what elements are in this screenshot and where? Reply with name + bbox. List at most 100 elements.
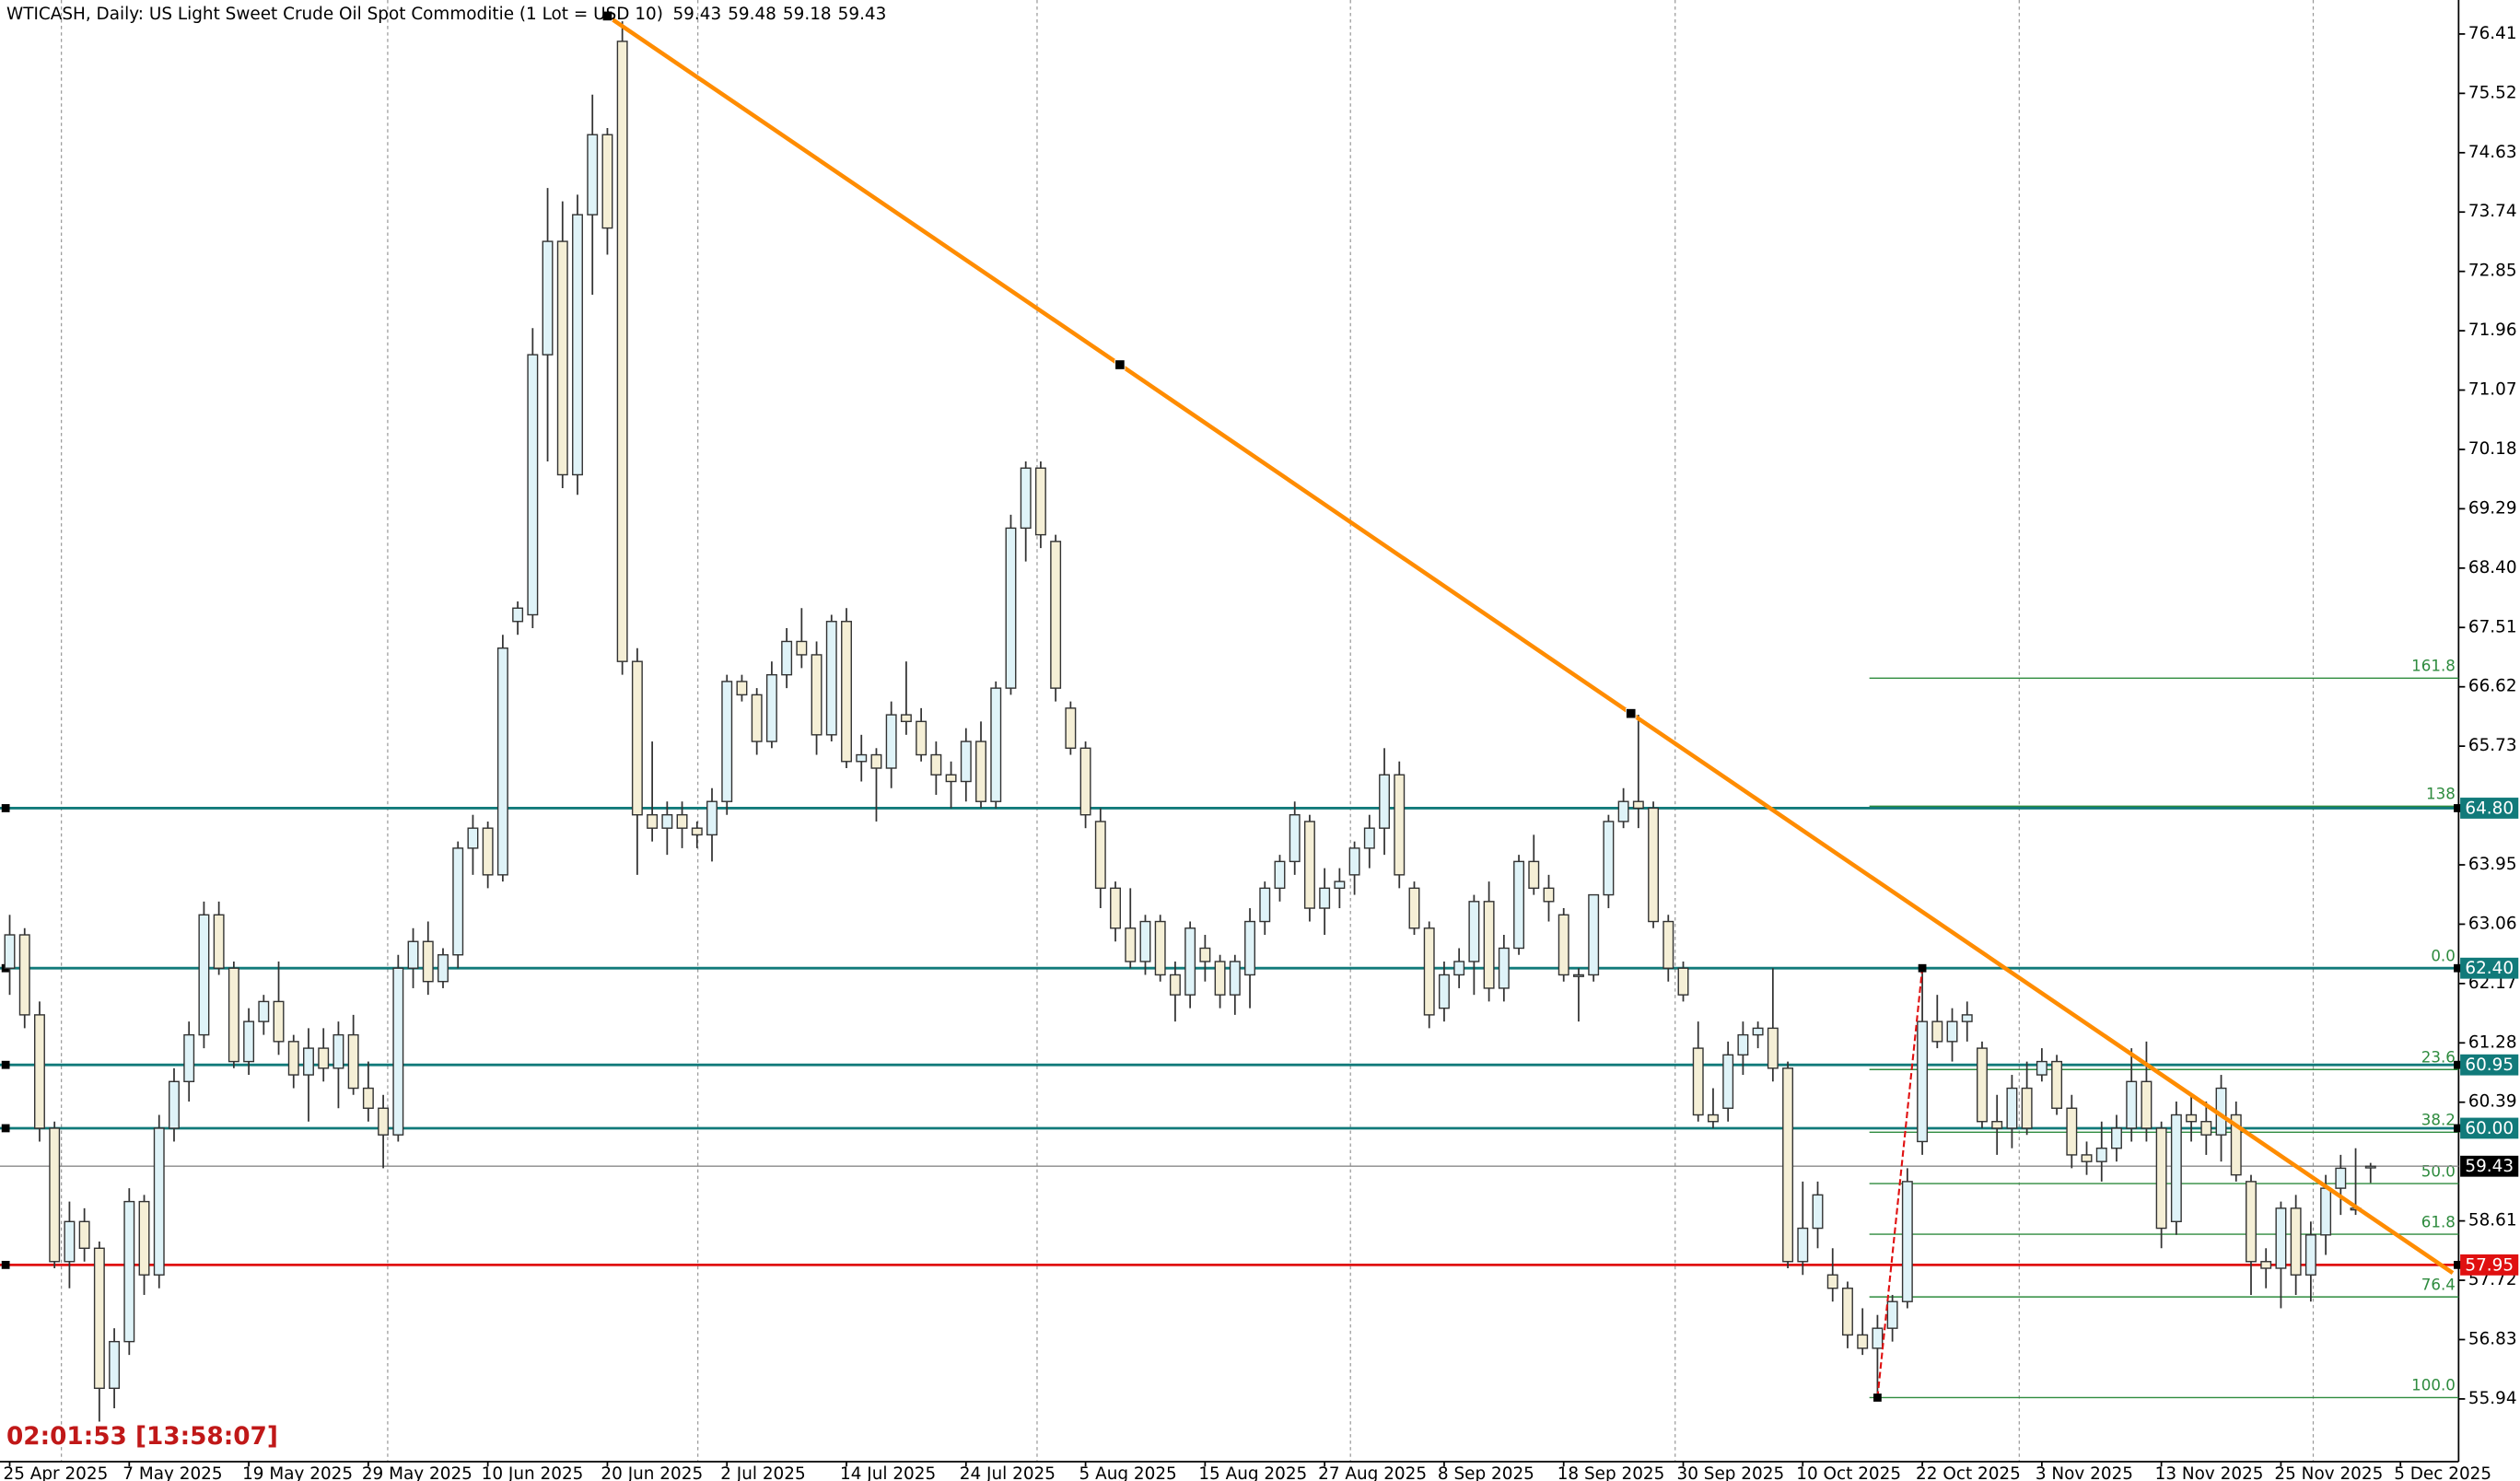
candle-body	[1363, 827, 1375, 849]
candle-body	[527, 354, 539, 616]
candle-body	[332, 1033, 344, 1069]
candle-body	[1841, 1288, 1853, 1336]
y-tick-label: 63.95	[2468, 855, 2517, 874]
price-box	[2460, 1054, 2519, 1076]
candle-body	[2141, 1080, 2152, 1129]
candle-body	[1274, 860, 1286, 890]
x-tick-label: 3 Nov 2025	[2036, 1464, 2133, 1481]
trendline-anchor	[1626, 707, 1637, 719]
candle-body	[870, 753, 882, 769]
x-tick-label: 24 Jul 2025	[960, 1464, 1056, 1481]
candle-body	[1961, 1014, 1973, 1022]
trendline-anchor	[601, 10, 613, 22]
candle-body	[736, 681, 748, 696]
title-text: WTICASH, Daily: US Light Sweet Crude Oil…	[6, 5, 663, 24]
candle-body	[1782, 1067, 1794, 1263]
price-box	[2460, 957, 2519, 979]
y-tick-label: 72.85	[2468, 262, 2517, 281]
candle-body	[1722, 1054, 1734, 1109]
candle-body	[2335, 1167, 2347, 1189]
level-anchor	[2454, 1124, 2462, 1133]
candle-body	[467, 827, 479, 849]
candle-body	[930, 753, 942, 775]
candle-body	[2304, 1234, 2316, 1276]
candle-body	[587, 134, 599, 216]
candle-body	[1991, 1121, 2003, 1129]
candle-body	[303, 1047, 314, 1076]
candle-body	[287, 1041, 299, 1076]
candle-body	[347, 1033, 359, 1090]
fib-anchor	[1873, 1394, 1882, 1402]
candle-body	[1917, 1020, 1929, 1143]
x-tick-label: 19 May 2025	[242, 1464, 353, 1481]
candle-body	[1169, 974, 1181, 996]
candle-body	[2066, 1107, 2078, 1156]
candle-body	[2170, 1114, 2182, 1223]
candle-body	[198, 914, 210, 1036]
candle-body	[661, 813, 673, 829]
candle-body	[751, 694, 763, 742]
x-tick-label: 7 May 2025	[122, 1464, 222, 1481]
candle-body	[1752, 1027, 1764, 1036]
timer: 02:01:53 [13:58:07]	[6, 1423, 278, 1451]
candle-body	[1767, 1027, 1779, 1069]
fib-label: 23.6	[2421, 1048, 2456, 1066]
x-tick-label: 20 Jun 2025	[601, 1464, 703, 1481]
candle-body	[841, 621, 852, 763]
candle-body	[2036, 1060, 2048, 1076]
chart-title: WTICASH, Daily: US Light Sweet Crude Oil…	[6, 5, 886, 24]
candle-body	[916, 720, 928, 756]
candle-body	[1901, 1181, 1913, 1302]
candle-body	[123, 1200, 135, 1343]
price-box	[2460, 1155, 2519, 1177]
candle-body	[1797, 1227, 1809, 1263]
candle-body	[1872, 1327, 1884, 1349]
fib-label: 0.0	[2431, 947, 2456, 964]
candle-body	[1513, 860, 1525, 950]
candle-body	[138, 1200, 150, 1276]
x-tick-label: 13 Nov 2025	[2155, 1464, 2264, 1481]
candle-body	[2200, 1121, 2212, 1136]
candle-body	[512, 607, 524, 623]
candle-body	[1394, 774, 1406, 876]
candle-body	[2126, 1080, 2138, 1129]
candle-body	[960, 740, 972, 783]
candle-body	[1588, 893, 1600, 976]
candle-body	[2095, 1147, 2107, 1162]
candle-body	[422, 940, 434, 983]
candle-body	[482, 827, 494, 876]
candle-body	[2230, 1114, 2242, 1176]
candle-body	[1438, 974, 1450, 1009]
candle-body	[2021, 1087, 2033, 1129]
candle-body	[1110, 887, 1121, 929]
y-tick-label: 61.28	[2468, 1032, 2517, 1052]
candle-body	[1498, 947, 1510, 989]
price-box-label: 60.00	[2465, 1119, 2514, 1138]
candle-body	[1528, 860, 1540, 890]
x-tick-label: 5 Aug 2025	[1079, 1464, 1177, 1481]
y-tick-label: 68.40	[2468, 558, 2517, 577]
candle-body	[781, 640, 793, 676]
candle-body	[2290, 1207, 2302, 1276]
candle-body	[2006, 1087, 2018, 1129]
y-tick-label: 65.73	[2468, 736, 2517, 755]
candle-body	[1558, 914, 1569, 976]
candle-body	[1065, 707, 1077, 750]
candle-body	[825, 621, 837, 736]
candle-body	[811, 654, 822, 736]
candle-body	[183, 1033, 195, 1082]
candle-body	[1229, 961, 1241, 996]
price-box	[2460, 1117, 2519, 1139]
candle-body	[572, 214, 583, 476]
candle-body	[1707, 1114, 1719, 1123]
x-tick-label: 25 Apr 2025	[4, 1464, 109, 1481]
ohlc-open: 59.43	[672, 5, 721, 24]
x-tick-label: 5 Dec 2025	[2394, 1464, 2491, 1481]
x-tick-label: 2 Jul 2025	[720, 1464, 805, 1481]
candle-body	[1079, 747, 1091, 816]
candle-body	[1812, 1194, 1824, 1230]
fib-label: 50.0	[2421, 1162, 2456, 1180]
